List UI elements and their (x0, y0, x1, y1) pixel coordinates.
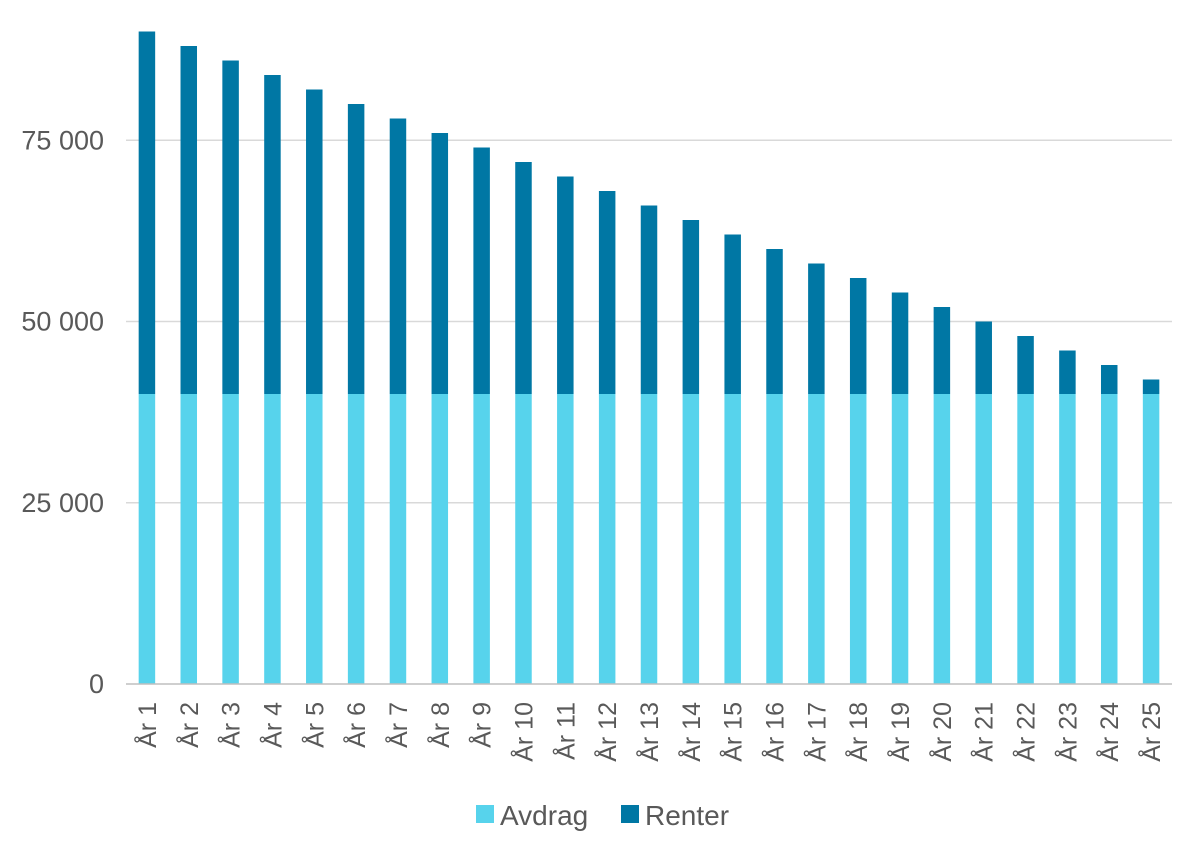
legend: Avdrag Renter (476, 800, 729, 831)
bar-renter-3 (222, 60, 239, 394)
bar-renter-24 (1100, 365, 1118, 394)
x-tick-label: År 5 (299, 702, 329, 748)
legend-swatch-avdrag (476, 805, 494, 823)
x-tick-label: År 22 (1011, 702, 1041, 762)
bar-renter-12 (598, 191, 616, 394)
x-tick-label: År 8 (425, 702, 455, 748)
bar-avdrag-16 (766, 394, 783, 684)
bar-avdrag-3 (222, 394, 239, 684)
bar-renter-21 (975, 321, 992, 394)
bar-avdrag-8 (431, 394, 449, 684)
bar-avdrag-12 (598, 394, 616, 684)
bar-avdrag-25 (1142, 394, 1160, 684)
bar-avdrag-11 (557, 394, 574, 684)
bar-renter-15 (724, 234, 741, 394)
bar-avdrag-6 (347, 394, 365, 684)
x-tick-label: År 3 (216, 702, 246, 748)
y-tick-label: 25 000 (21, 488, 104, 518)
bar-avdrag-20 (933, 394, 951, 684)
y-tick-label: 0 (89, 669, 104, 699)
x-tick-label: År 4 (257, 702, 287, 748)
bar-renter-5 (306, 89, 323, 394)
bar-avdrag-5 (306, 394, 323, 684)
bar-avdrag-21 (975, 394, 992, 684)
bar-avdrag-24 (1100, 394, 1118, 684)
bar-renter-20 (933, 307, 951, 394)
x-axis-tick-labels: År 1 År 2 År 3 År 4 År 5 År 6 År 7 År 8 År 9 År 1… (132, 702, 1166, 762)
x-tick-label: År 16 (760, 702, 790, 762)
bar-renter-13 (640, 205, 658, 394)
bar-renter-2 (180, 46, 198, 394)
x-tick-label: År 2 (174, 702, 204, 748)
bar-avdrag-18 (849, 394, 867, 684)
bars (138, 31, 1160, 684)
x-tick-label: År 19 (885, 702, 915, 762)
bar-renter-11 (557, 176, 574, 394)
legend-label-avdrag: Avdrag (500, 800, 588, 831)
bar-renter-4 (264, 75, 281, 394)
bar-avdrag-7 (389, 394, 407, 684)
bar-renter-9 (473, 147, 490, 394)
bar-renter-18 (849, 278, 867, 394)
legend-swatch-renter (621, 805, 639, 823)
bar-renter-7 (389, 118, 407, 394)
bar-renter-8 (431, 133, 449, 394)
x-tick-label: År 10 (508, 702, 538, 762)
y-axis-tick-labels: 0 25 000 50 000 75 000 (21, 125, 104, 699)
x-tick-label: År 13 (634, 702, 664, 762)
x-tick-label: År 15 (718, 702, 748, 762)
x-tick-label: År 12 (592, 702, 622, 762)
bar-renter-14 (682, 220, 700, 394)
bar-renter-23 (1059, 350, 1076, 394)
x-tick-label: År 18 (843, 702, 873, 762)
x-tick-label: År 23 (1052, 702, 1082, 762)
y-tick-label: 75 000 (21, 125, 104, 155)
x-tick-label: År 14 (676, 702, 706, 762)
x-tick-label: År 17 (801, 702, 831, 762)
bar-avdrag-4 (264, 394, 281, 684)
x-tick-label: År 6 (341, 702, 371, 748)
bar-avdrag-2 (180, 394, 198, 684)
x-tick-label: År 1 (132, 702, 162, 748)
x-tick-label: År 7 (383, 702, 413, 748)
x-tick-label: År 11 (550, 702, 580, 760)
x-tick-label: År 21 (969, 702, 999, 762)
y-tick-label: 50 000 (21, 307, 104, 337)
x-tick-label: År 9 (467, 702, 497, 748)
bar-renter-10 (515, 162, 532, 394)
bar-avdrag-19 (891, 394, 909, 684)
bar-avdrag-9 (473, 394, 490, 684)
bar-renter-16 (766, 249, 783, 394)
bar-avdrag-14 (682, 394, 700, 684)
x-tick-label: År 25 (1136, 702, 1166, 762)
x-tick-label: År 24 (1094, 702, 1124, 762)
bar-renter-1 (138, 31, 156, 394)
bar-avdrag-10 (515, 394, 532, 684)
x-tick-label: År 20 (927, 702, 957, 762)
legend-label-renter: Renter (645, 800, 729, 831)
bar-avdrag-22 (1017, 394, 1034, 684)
bar-renter-6 (347, 104, 365, 394)
bar-renter-17 (808, 263, 825, 394)
bar-avdrag-15 (724, 394, 741, 684)
bar-avdrag-23 (1059, 394, 1076, 684)
bar-avdrag-1 (138, 394, 156, 684)
bar-avdrag-17 (808, 394, 825, 684)
bar-renter-22 (1017, 336, 1034, 394)
bar-renter-19 (891, 292, 909, 394)
bar-renter-25 (1142, 379, 1160, 394)
bar-avdrag-13 (640, 394, 658, 684)
